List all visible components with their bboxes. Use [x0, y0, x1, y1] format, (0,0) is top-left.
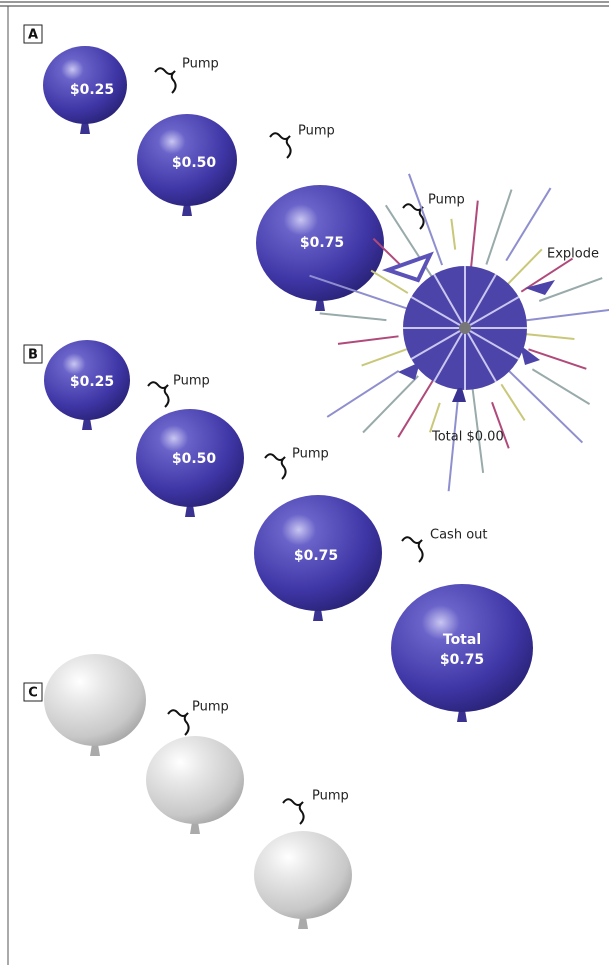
- explosion-crack: [433, 327, 466, 383]
- explosion-ray: [470, 382, 485, 473]
- explosion-ray: [531, 368, 591, 406]
- balloon-label: $0.25: [70, 82, 114, 98]
- explosion-crack: [464, 296, 520, 329]
- balloon-label: $0.50: [172, 451, 217, 467]
- explosion-ray: [384, 204, 437, 283]
- balloon-knot: [82, 418, 92, 430]
- panel-label: B: [28, 348, 38, 363]
- explosion-ray: [326, 370, 400, 418]
- balloon: [43, 46, 127, 124]
- explosion-ray: [505, 187, 552, 262]
- explosion-ray: [408, 173, 444, 266]
- explosion-crack: [464, 327, 520, 360]
- explosion-ray: [370, 269, 409, 294]
- balloon-knot: [190, 822, 200, 834]
- action-label: Cash out: [430, 528, 487, 543]
- explosion-ray: [520, 257, 574, 293]
- balloon: [137, 114, 237, 206]
- explosion-crack: [433, 273, 466, 329]
- explosion-ray: [337, 335, 399, 345]
- explosion-crack: [464, 327, 497, 383]
- explosion-ray: [528, 348, 587, 370]
- action-label: Pump: [428, 193, 465, 208]
- explosion-ray: [503, 365, 584, 444]
- balloon: [254, 831, 352, 919]
- action-label: Pump: [292, 447, 329, 462]
- balloon: [254, 495, 382, 611]
- action-label: Pump: [192, 700, 229, 715]
- explosion-crack: [410, 296, 466, 329]
- balloon: [136, 409, 244, 507]
- explosion-center: [459, 322, 471, 334]
- action-label: Pump: [298, 124, 335, 139]
- action-label: Pump: [182, 57, 219, 72]
- balloon: [44, 340, 130, 420]
- action-label: Explode: [547, 247, 599, 262]
- result-label: $0.75: [440, 652, 484, 668]
- shard: [381, 251, 434, 283]
- labels: $0.25 $0.50 $0.75 Pump Pump Pump Explode…: [70, 57, 599, 804]
- balloon-label: $0.75: [300, 235, 344, 251]
- balloon-knot: [185, 505, 195, 517]
- explosion-ray: [309, 274, 414, 312]
- explosion-ray: [428, 402, 441, 433]
- shard: [525, 280, 555, 295]
- explosion-ray: [502, 248, 543, 290]
- balloon-knot: [80, 122, 90, 134]
- squiggle: [154, 67, 177, 94]
- squiggle: [264, 453, 287, 480]
- explosion-ray: [519, 308, 609, 323]
- drawing-layer: [43, 46, 609, 929]
- result-label: Total $0.00: [431, 430, 504, 445]
- squiggle: [147, 381, 170, 408]
- explosion-ray: [485, 189, 513, 265]
- balloon-knot: [90, 744, 100, 756]
- balloon-knot: [182, 204, 192, 216]
- balloon: [44, 654, 146, 746]
- balloon-knot: [457, 710, 467, 722]
- balloon-label: $0.50: [172, 155, 217, 171]
- explosion-knot: [452, 388, 466, 402]
- explosion-ray: [450, 218, 457, 250]
- explosion-ray: [469, 200, 479, 274]
- action-label: Pump: [312, 789, 349, 804]
- explosion-crack: [464, 273, 497, 329]
- explosion-ray: [519, 332, 575, 340]
- balloon-knot: [298, 917, 308, 929]
- explosion-ray: [538, 277, 603, 302]
- panel-label-box: [23, 24, 43, 44]
- explosion-ray: [500, 383, 526, 421]
- squiggle: [402, 203, 425, 230]
- squiggle: [282, 798, 305, 825]
- explosion-ray: [319, 312, 387, 322]
- squiggle: [167, 709, 190, 736]
- shard: [398, 362, 420, 380]
- explosion-crack: [410, 327, 466, 360]
- panel-label-box: [23, 344, 43, 364]
- result-label: Total: [443, 632, 481, 648]
- explosion-ray: [491, 401, 510, 449]
- shard: [520, 345, 540, 365]
- panel-label: C: [28, 686, 38, 701]
- explosion-ray: [361, 345, 414, 367]
- explosion-ray: [397, 374, 438, 438]
- explosion-ray: [362, 375, 419, 434]
- balloon: [146, 736, 244, 824]
- panel-label: A: [28, 28, 38, 43]
- explosion-ray: [447, 394, 460, 492]
- panel-label-box: [23, 682, 43, 702]
- squiggle: [269, 132, 292, 159]
- balloon-knot: [315, 299, 325, 311]
- balloon: [256, 185, 384, 301]
- balloon: [391, 584, 533, 712]
- balloon-label: $0.25: [70, 374, 114, 390]
- action-label: Pump: [173, 374, 210, 389]
- squiggle: [401, 536, 424, 563]
- balloon-label: $0.75: [294, 548, 338, 564]
- balloon-knot: [313, 609, 323, 621]
